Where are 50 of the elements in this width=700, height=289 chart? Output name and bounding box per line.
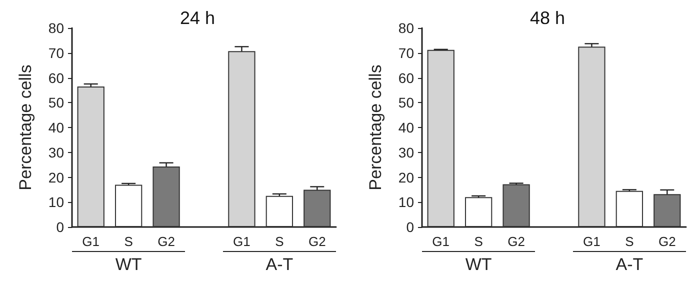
x-tick-label: G1: [583, 234, 600, 249]
chart-title: 24 h: [180, 8, 216, 28]
y-tick-label: 0: [406, 219, 414, 235]
bar: [266, 196, 294, 227]
text: A-T: [616, 255, 644, 275]
x-tick-label: G2: [508, 234, 525, 249]
y-tick-label: 40: [48, 120, 64, 136]
bar: [77, 86, 104, 227]
y-tick-label: 20: [398, 169, 414, 186]
x-tick-label: S: [124, 234, 134, 249]
bar: [304, 190, 331, 227]
y-tick-label: 10: [48, 194, 64, 210]
x-tick-label: G1: [233, 234, 250, 249]
bar: [502, 184, 530, 227]
y-tick-label: 50: [48, 94, 64, 111]
y-tick-label: 80: [398, 20, 414, 36]
x-tick-label: S: [625, 234, 634, 249]
y-tick-label: 60: [48, 70, 64, 86]
y-tick-label: 40: [398, 120, 414, 136]
x-tick-label: G2: [308, 234, 326, 249]
y-tick-label: 10: [398, 194, 414, 210]
bar: [464, 197, 492, 227]
y-tick-label: 0: [56, 219, 64, 235]
y-tick-label: 80: [48, 20, 64, 36]
x-tick-label: G2: [658, 234, 676, 249]
y-tick-label: 60: [398, 70, 414, 86]
x-tick-label: G2: [158, 234, 175, 249]
y-tick-label: 50: [398, 94, 414, 111]
text: A-T: [266, 255, 294, 275]
chart-title: 48 h: [530, 8, 566, 28]
bar: [427, 50, 454, 227]
y-tick-label: 20: [48, 169, 64, 186]
y-axis-title: Percentage cells: [366, 64, 385, 190]
x-tick-label: S: [275, 234, 284, 249]
bar: [152, 166, 180, 227]
text: WT: [115, 255, 142, 275]
x-tick-label: G1: [82, 234, 100, 249]
x-tick-label: G1: [432, 234, 450, 249]
bar: [228, 51, 256, 227]
bar: [578, 46, 606, 227]
bar: [654, 194, 681, 227]
bar: [616, 190, 644, 227]
y-tick-label: 70: [398, 44, 414, 61]
x-tick-label: S: [474, 234, 484, 249]
text: WT: [465, 255, 492, 275]
y-axis-title: Percentage cells: [16, 64, 35, 190]
y-tick-label: 30: [398, 144, 414, 160]
bar: [114, 184, 142, 227]
y-tick-label: 70: [48, 44, 64, 61]
y-tick-label: 30: [48, 144, 64, 160]
